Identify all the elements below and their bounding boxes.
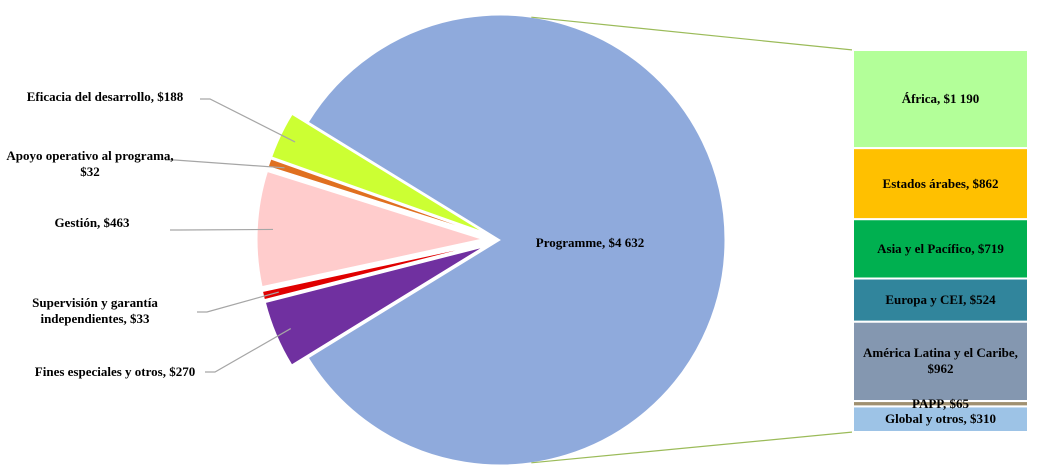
slice-label: Eficacia del desarrollo, $188 (26, 89, 184, 104)
leader-line (170, 228, 273, 231)
bar-label: Global y otros, $310 (885, 411, 996, 427)
bar-label: PAPP, $65 (911, 395, 970, 411)
pie-slice (307, 14, 726, 466)
leader-line (165, 159, 285, 169)
slice-label: Gestión, $463 (54, 215, 130, 230)
bar-label: Europa y CEI, $524 (885, 292, 996, 308)
slice-label: Programme, $4 632 (535, 235, 645, 250)
bar-label: África, $1 190 (901, 91, 980, 107)
bar-label: América Latina y el Caribe, $962 (863, 345, 1018, 377)
leader-line (200, 98, 296, 143)
bar-segment (852, 320, 1029, 403)
bar-label: Estados árabes, $862 (882, 175, 999, 191)
slice-label: Fines especiales y otros, $270 (34, 364, 196, 379)
bar-segment (852, 405, 1029, 433)
leader-line (205, 328, 292, 373)
leader-line (197, 291, 279, 313)
bar-label: Asia y el Pacífico, $719 (877, 240, 1004, 256)
bar-segment (852, 218, 1029, 280)
pie-slice (261, 243, 483, 301)
bar-segment (852, 147, 1029, 221)
slice-label: Supervisión y garantía independientes, $… (32, 295, 158, 326)
connector (531, 431, 854, 464)
bar-segment (852, 49, 1029, 150)
pie-slice (256, 170, 484, 288)
bar-segment (852, 277, 1029, 323)
pie-slice (264, 246, 484, 366)
slice-label: Apoyo operativo al programa, $32 (6, 148, 174, 179)
connector (531, 16, 854, 51)
